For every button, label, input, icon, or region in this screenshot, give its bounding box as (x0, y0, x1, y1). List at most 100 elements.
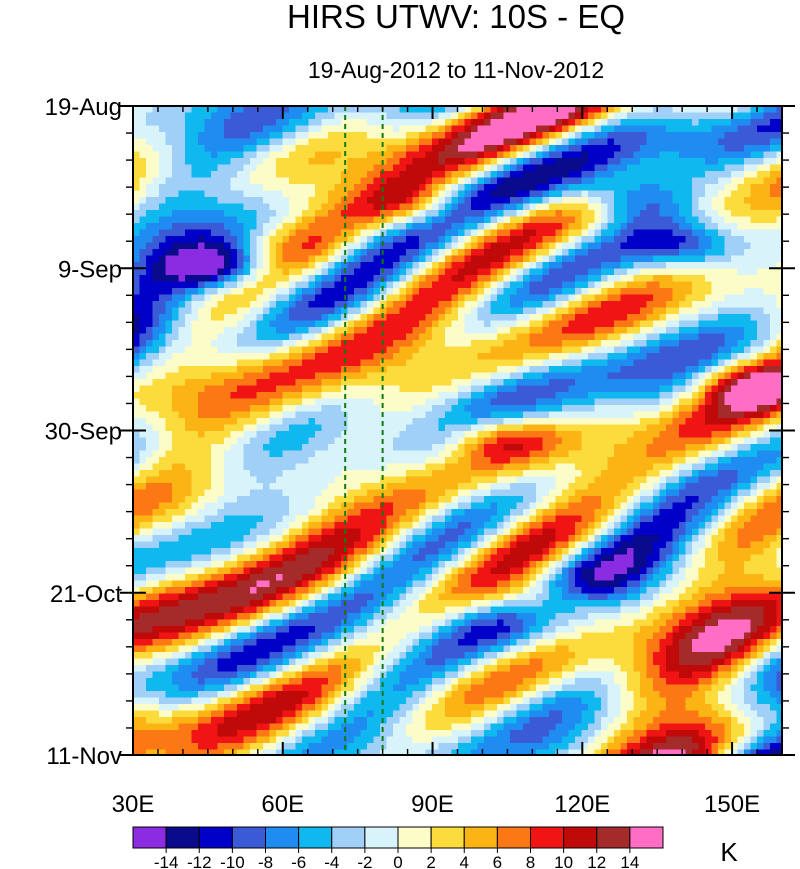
field-cell (705, 379, 712, 386)
field-cell (660, 197, 667, 204)
field-cell (725, 308, 732, 315)
field-cell (315, 217, 322, 224)
field-cell (263, 275, 270, 282)
field-cell (153, 347, 160, 354)
field-cell (179, 184, 186, 191)
field-cell (536, 327, 543, 334)
field-cell (621, 106, 628, 113)
field-cell (523, 340, 530, 347)
field-cell (673, 210, 680, 217)
field-cell (439, 334, 446, 341)
field-cell (354, 230, 361, 237)
field-cell (393, 243, 400, 250)
field-cell (205, 321, 212, 328)
field-cell (634, 282, 641, 289)
field-cell (653, 158, 660, 165)
field-cell (686, 405, 693, 412)
field-cell (374, 165, 381, 172)
field-cell (296, 210, 303, 217)
field-cell (237, 152, 244, 159)
field-cell (224, 269, 231, 276)
field-cell (744, 262, 751, 269)
field-cell (276, 158, 283, 165)
field-cell (478, 165, 485, 172)
field-cell (439, 119, 446, 126)
field-cell (627, 132, 634, 139)
field-cell (705, 392, 712, 399)
field-cell (666, 386, 673, 393)
field-cell (588, 405, 595, 412)
field-cell (257, 243, 264, 250)
field-cell (237, 210, 244, 217)
field-cell (354, 223, 361, 230)
field-cell (374, 392, 381, 399)
field-cell (140, 301, 147, 308)
field-cell (296, 217, 303, 224)
field-cell (322, 340, 329, 347)
field-cell (634, 425, 641, 432)
field-cell (764, 327, 771, 334)
field-cell (725, 373, 732, 380)
field-cell (439, 184, 446, 191)
field-cell (387, 373, 394, 380)
field-cell (211, 132, 218, 139)
field-cell (309, 301, 316, 308)
field-cell (198, 230, 205, 237)
field-cell (673, 249, 680, 256)
field-cell (237, 288, 244, 295)
field-cell (666, 119, 673, 126)
field-cell (614, 152, 621, 159)
field-cell (172, 158, 179, 165)
field-cell (439, 165, 446, 172)
field-cell (452, 392, 459, 399)
field-cell (504, 360, 511, 367)
field-cell (575, 379, 582, 386)
field-cell (738, 132, 745, 139)
field-cell (504, 386, 511, 393)
field-cell (452, 178, 459, 185)
field-cell (465, 366, 472, 373)
field-cell (263, 360, 270, 367)
field-cell (367, 178, 374, 185)
field-cell (523, 425, 530, 432)
field-cell (426, 230, 433, 237)
field-cell (588, 126, 595, 133)
field-cell (751, 139, 758, 146)
field-cell (192, 392, 199, 399)
field-cell (497, 249, 504, 256)
field-cell (133, 243, 140, 250)
field-cell (575, 373, 582, 380)
field-cell (608, 379, 615, 386)
field-cell (263, 373, 270, 380)
field-cell (627, 269, 634, 276)
field-cell (335, 236, 342, 243)
field-cell (478, 275, 485, 282)
field-cell (751, 301, 758, 308)
field-cell (205, 412, 212, 419)
field-cell (224, 327, 231, 334)
field-cell (406, 126, 413, 133)
field-cell (432, 301, 439, 308)
field-cell (361, 152, 368, 159)
field-cell (445, 132, 452, 139)
field-cell (309, 256, 316, 263)
field-cell (653, 418, 660, 425)
field-cell (705, 171, 712, 178)
field-cell (400, 230, 407, 237)
field-cell (699, 269, 706, 276)
field-cell (445, 269, 452, 276)
field-cell (153, 223, 160, 230)
field-cell (666, 152, 673, 159)
field-cell (601, 171, 608, 178)
field-cell (744, 425, 751, 432)
field-cell (660, 204, 667, 211)
field-cell (686, 295, 693, 302)
field-cell (517, 113, 524, 120)
field-cell (588, 262, 595, 269)
field-cell (660, 321, 667, 328)
field-cell (595, 392, 602, 399)
field-cell (270, 171, 277, 178)
field-cell (640, 217, 647, 224)
field-cell (328, 210, 335, 217)
field-cell (601, 295, 608, 302)
